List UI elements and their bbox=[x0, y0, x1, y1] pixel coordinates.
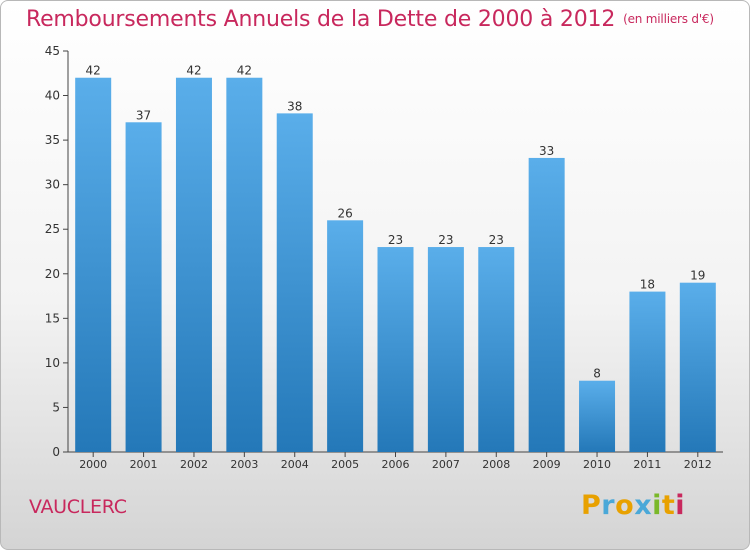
y-tick-label: 15 bbox=[45, 311, 60, 325]
commune-name: VAUCLERC bbox=[29, 496, 127, 518]
bar-2002 bbox=[175, 77, 212, 452]
x-tick-label-2003: 2003 bbox=[230, 458, 258, 471]
logo-letter: t bbox=[661, 490, 676, 521]
chart-bars bbox=[75, 77, 716, 453]
bar-2010 bbox=[579, 380, 616, 452]
bar-2000 bbox=[75, 77, 112, 452]
bar-2011 bbox=[629, 291, 666, 452]
y-tick-label: 30 bbox=[45, 178, 60, 192]
x-tick-label-2000: 2000 bbox=[79, 458, 107, 471]
logo-letter: o bbox=[615, 490, 635, 521]
chart-title: Remboursements Annuels de la Dette de 20… bbox=[26, 7, 714, 32]
bar-2003 bbox=[226, 77, 263, 452]
chart-title-text: Remboursements Annuels de la Dette de 20… bbox=[26, 7, 616, 32]
bar-2001 bbox=[125, 122, 162, 453]
x-tick-label-2004: 2004 bbox=[281, 458, 309, 471]
y-tick-label: 10 bbox=[45, 356, 60, 370]
y-tick-label: 5 bbox=[52, 400, 60, 414]
logo-letter: P bbox=[581, 490, 602, 521]
bar-2004 bbox=[276, 113, 313, 452]
bar-2012 bbox=[679, 282, 716, 452]
value-label-2008: 23 bbox=[489, 233, 504, 247]
bar-2007 bbox=[427, 247, 464, 452]
value-label-2011: 18 bbox=[640, 278, 655, 292]
bar-2008 bbox=[478, 247, 515, 452]
value-label-2004: 38 bbox=[287, 99, 302, 113]
y-tick-label: 25 bbox=[45, 222, 60, 236]
value-label-2002: 42 bbox=[186, 64, 201, 78]
x-tick-label-2001: 2001 bbox=[130, 458, 158, 471]
logo-letter: i bbox=[675, 490, 686, 521]
y-tick-label: 35 bbox=[45, 133, 60, 147]
logo-letter: x bbox=[634, 490, 653, 521]
proxiti-logo: Proxiti bbox=[581, 490, 685, 521]
y-tick-label: 20 bbox=[45, 267, 60, 281]
logo-letter: i bbox=[652, 490, 662, 521]
logo-letter: r bbox=[601, 490, 616, 521]
value-label-2005: 26 bbox=[337, 206, 352, 220]
value-label-2001: 37 bbox=[136, 108, 151, 122]
x-tick-label-2011: 2011 bbox=[633, 458, 661, 471]
value-label-2010: 8 bbox=[593, 367, 601, 381]
bar-2009 bbox=[528, 157, 565, 452]
x-tick-label-2010: 2010 bbox=[583, 458, 611, 471]
value-label-2007: 23 bbox=[438, 233, 453, 247]
y-tick-label: 0 bbox=[52, 445, 60, 459]
x-tick-label-2012: 2012 bbox=[684, 458, 712, 471]
value-label-2000: 42 bbox=[86, 64, 101, 78]
x-tick-label-2006: 2006 bbox=[382, 458, 410, 471]
value-label-2006: 23 bbox=[388, 233, 403, 247]
bar-2005 bbox=[327, 220, 364, 452]
y-tick-label: 40 bbox=[45, 89, 60, 103]
value-label-2012: 19 bbox=[690, 269, 705, 283]
bar-2006 bbox=[377, 247, 414, 452]
x-tick-label-2009: 2009 bbox=[533, 458, 561, 471]
y-tick-label: 45 bbox=[45, 44, 60, 58]
value-label-2009: 33 bbox=[539, 144, 554, 158]
x-tick-label-2008: 2008 bbox=[482, 458, 510, 471]
value-label-2003: 42 bbox=[237, 64, 252, 78]
x-tick-label-2002: 2002 bbox=[180, 458, 208, 471]
chart-title-unit: (en milliers d'€) bbox=[623, 12, 714, 26]
chart-value-labels: 42 37 42 42 38 26 23 23 23 33 8 18 19 bbox=[86, 64, 706, 381]
x-tick-label-2007: 2007 bbox=[432, 458, 460, 471]
x-tick-label-2005: 2005 bbox=[331, 458, 359, 471]
chart-axes: 0 5 10 15 20 25 30 35 40 45 2000 2001 2002 2003 2004 20… bbox=[45, 44, 723, 471]
